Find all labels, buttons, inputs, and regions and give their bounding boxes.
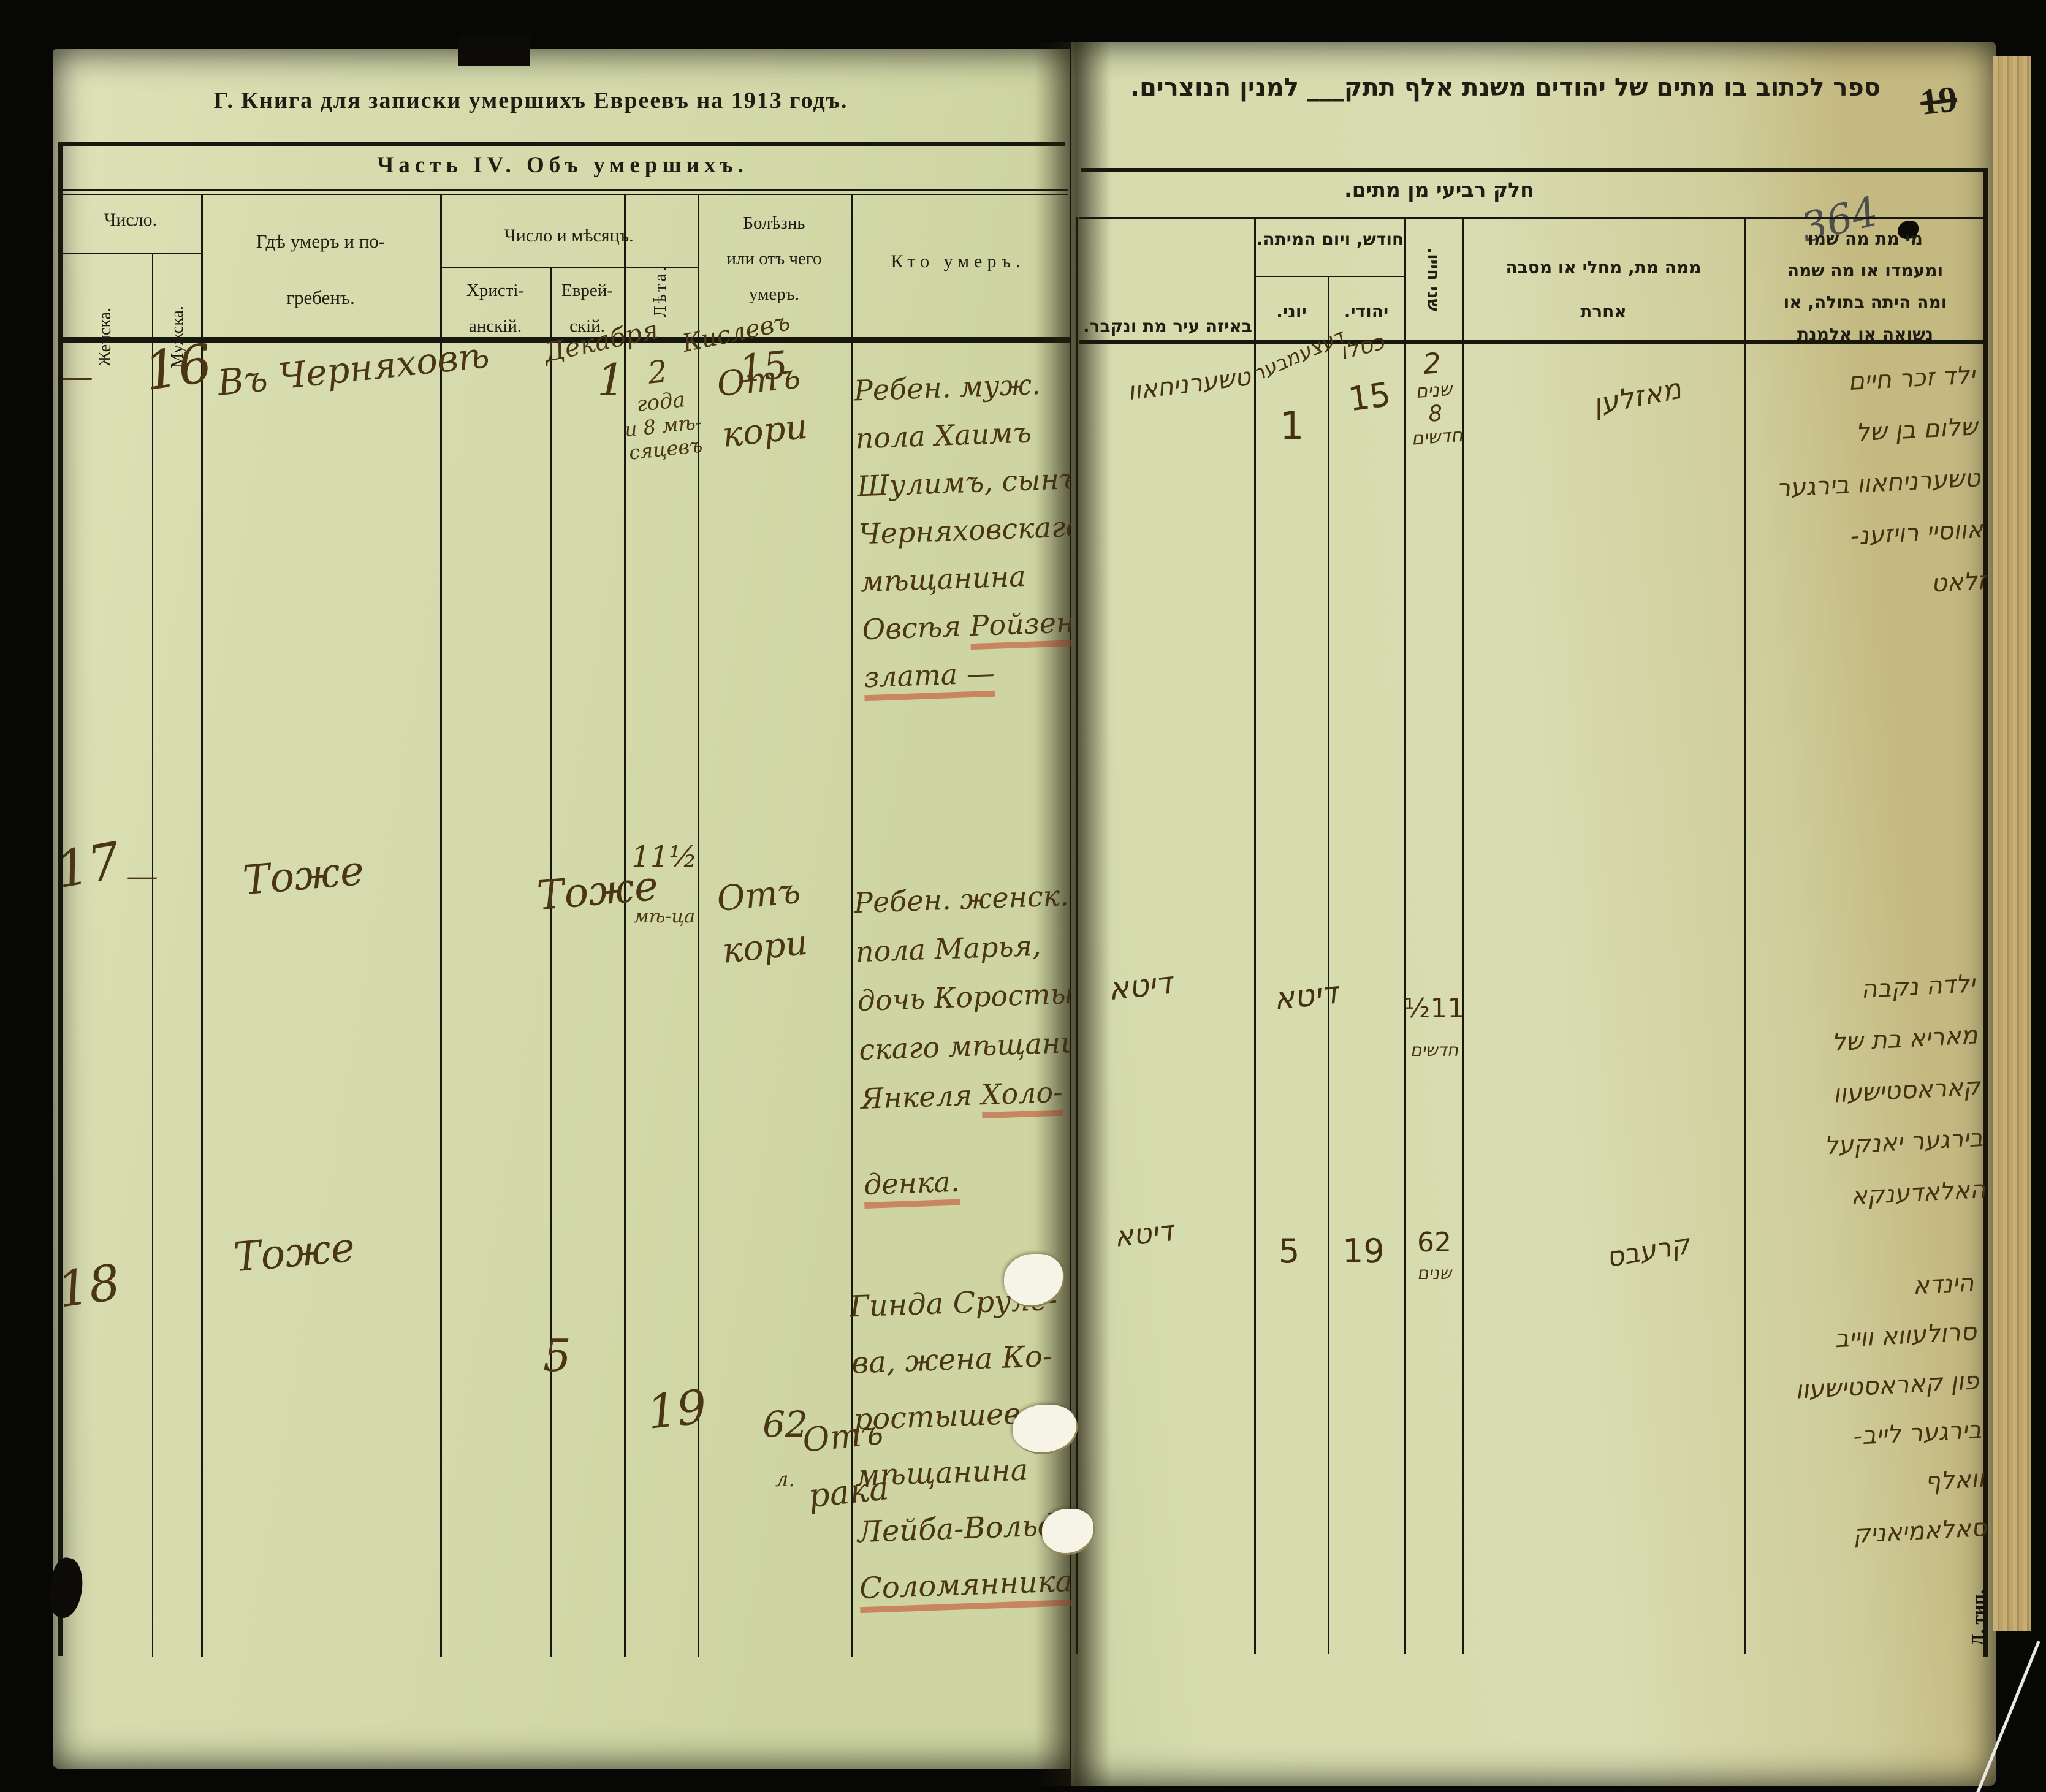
col-header-date-christian-1: Христі- xyxy=(466,281,525,300)
column-divider xyxy=(1328,276,1329,1654)
left-part-header: Часть IV. Объ умершихъ. xyxy=(377,153,748,178)
col-header-date-jewish: יהודי. xyxy=(1344,302,1389,322)
entry-17-age-heb: 11½ חדשים xyxy=(1404,993,1465,1060)
col-header-place-1: Гдѣ умеръ и по- xyxy=(256,230,386,252)
column-divider xyxy=(550,267,552,1657)
col-header-cause-2: или отъ чего xyxy=(726,249,822,268)
entry-17-cause: Отъ кори xyxy=(715,871,810,971)
column-divider xyxy=(152,253,153,1657)
table-rule xyxy=(60,142,1065,146)
col-header-date-christian-2: анскій. xyxy=(468,316,522,336)
entry-18-day-jewish-heb: 19 xyxy=(1342,1232,1385,1270)
right-page: ספר לכתוב בו מתים של יהודים משנת אלף תתק… xyxy=(1071,42,1996,1786)
table-rule xyxy=(60,194,1068,195)
column-divider xyxy=(201,195,203,1657)
table-rule-heavy xyxy=(1081,168,1987,172)
entry-16-day-christian: 1 xyxy=(597,354,625,406)
column-divider xyxy=(624,195,626,1657)
table-frame-left xyxy=(58,142,63,1656)
printer-mark: Д. тип. xyxy=(1968,1589,1988,1647)
entry-18-cause-heb: קרעבס xyxy=(1603,1228,1692,1274)
col-header-date-jewish-1: Еврей- xyxy=(561,281,613,300)
col-header-age: שני חייו. xyxy=(1423,247,1443,312)
col-header-city: באיזה עיר מת ונקבר. xyxy=(1082,316,1253,336)
col-header-who: Кто умеръ. xyxy=(891,251,1025,271)
entry-16-age-heb: 2 שנים 8 חדשים xyxy=(1410,346,1464,450)
right-part-header: חלק רביעי מן מתים. xyxy=(1344,178,1534,202)
col-header-number: Число. xyxy=(104,210,158,230)
column-divider xyxy=(1254,217,1256,1654)
col-header-cause-1: Болѣзнь xyxy=(743,213,805,233)
table-frame-right xyxy=(1983,168,1988,1657)
col-header-date-julian: יוני. xyxy=(1276,302,1307,322)
entry-16-day-jewish-heb: 15 xyxy=(1345,374,1393,419)
entry-17-date-span-heb: דיטא xyxy=(1272,974,1340,1017)
entry-16-number-male: 16 xyxy=(140,332,216,403)
right-page-title: ספר לכתוב בו מתים של יהודים משנת אלף תתק… xyxy=(1130,74,1881,102)
table-rule-heavy xyxy=(60,337,1070,343)
col-header-date-jewish-2: скій. xyxy=(569,316,605,336)
col-header-date: חודש, ויום המיתה. xyxy=(1256,229,1404,249)
entry-17-age: 11½ мѣ-ца xyxy=(631,840,698,927)
col-header-age: Лѣта. xyxy=(651,264,670,318)
table-rule xyxy=(1079,217,1987,219)
col-header-cause-3: умеръ. xyxy=(748,284,800,304)
entry-16-cause-heb: מאזלען xyxy=(1590,371,1684,422)
entry-18-number-female: 18 xyxy=(54,1253,124,1319)
left-page-title: Г. Книга для записки умершихъ Евреевъ на… xyxy=(213,88,848,113)
page-block-edge xyxy=(1993,56,2031,1631)
left-page: Г. Книга для записки умершихъ Евреевъ на… xyxy=(51,49,1143,1769)
torn-hole xyxy=(1013,1405,1076,1452)
entry-16-cause: Отъ кори xyxy=(715,356,810,455)
entry-18-day-julian-heb: 5 xyxy=(1279,1232,1300,1270)
entry-18-age: 62 л. xyxy=(762,1403,808,1492)
entry-18-who-heb: הינדא סרולעווא ווייב פון קאראסטישעוו ביר… xyxy=(1794,1269,1988,1549)
entry-16-month-julian-heb: דעצעמבער xyxy=(1248,324,1348,386)
header-subrule xyxy=(1256,276,1404,277)
column-divider xyxy=(440,195,442,1657)
column-divider xyxy=(1462,217,1464,1654)
entry-16-month-jewish-heb: כסלו xyxy=(1337,329,1387,365)
header-subrule xyxy=(60,253,202,254)
entry-16-number-female: — xyxy=(61,359,93,395)
torn-hole xyxy=(1042,1509,1093,1553)
ink-blot xyxy=(1898,221,1919,239)
book-spine-shadow xyxy=(1035,42,1111,1786)
entry-16-place: Въ Черняховѣ xyxy=(215,333,492,404)
entry-16-age: 2 года и 8 мѣ- сяцевъ xyxy=(623,353,704,465)
col-header-cause-1: ממה מת, מחלי או מסבה xyxy=(1505,257,1702,278)
table-rule-heavy xyxy=(1079,340,1987,344)
header-subrule xyxy=(440,267,699,268)
backdrop-notch xyxy=(458,36,530,66)
column-divider xyxy=(1744,217,1746,1654)
entry-17-who-heb: ילדה נקבה מאריא בת של קאראסטישעוו בירגער… xyxy=(1823,970,1987,1211)
page-number: 19 xyxy=(1918,78,1960,123)
entry-16-city-heb: טשערניחאוו xyxy=(1126,363,1252,406)
col-header-date: Число и мѣсяцъ. xyxy=(504,226,634,246)
torn-hole xyxy=(1004,1254,1063,1305)
column-divider xyxy=(851,195,853,1657)
entry-18-city-heb: דיטא xyxy=(1112,1214,1175,1253)
column-divider xyxy=(1404,217,1406,1654)
entry-17-city-heb: דיטא xyxy=(1106,965,1174,1008)
col-header-place-2: гребенъ. xyxy=(286,287,355,308)
entry-18-place: Тоже xyxy=(232,1223,357,1281)
entry-18-age-heb: 62 שנים xyxy=(1417,1227,1451,1283)
col-header-cause-2: אחרת xyxy=(1580,302,1627,322)
entry-17-number-male: — xyxy=(126,858,158,895)
entry-18-day-jewish: 19 xyxy=(644,1379,710,1440)
entry-17-place: Тоже xyxy=(241,846,366,905)
entry-18-day-christian: 5 xyxy=(543,1330,571,1381)
table-rule xyxy=(60,189,1068,191)
entry-16-who-heb: ילד זכר חיים שלום בן של טשערניחאוו בירגע… xyxy=(1775,361,1987,598)
entry-16-day-julian-heb: 1 xyxy=(1280,403,1304,448)
col-header-who: מי מת מה שמו ומעמדו או מה שמה ומה היתה ב… xyxy=(1783,229,1947,344)
column-divider xyxy=(698,195,699,1657)
col-header-female: Женска. xyxy=(96,307,115,367)
entry-17-number-female: 17 xyxy=(51,831,125,900)
